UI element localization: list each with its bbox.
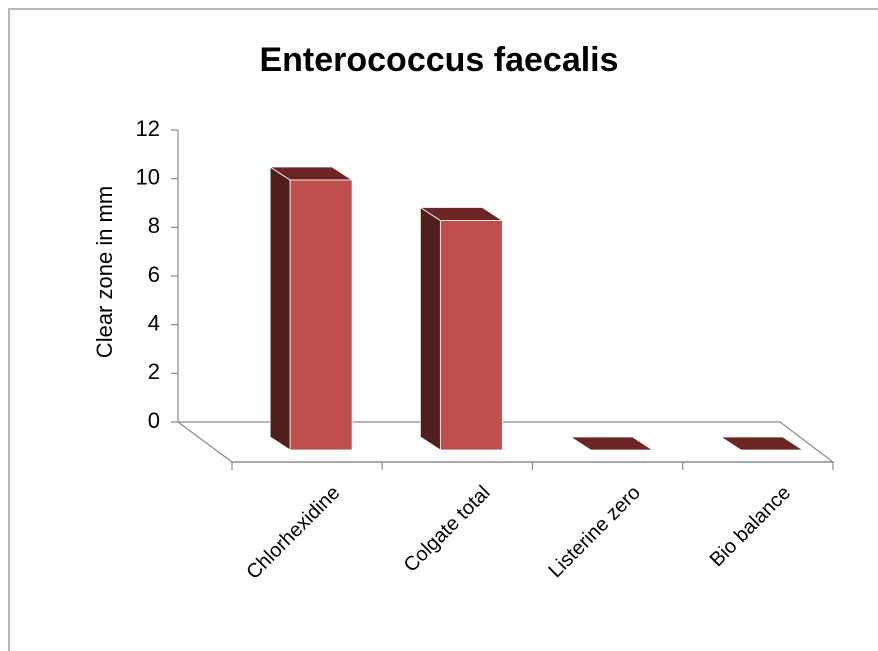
y-axis-label: Clear zone in mm bbox=[92, 186, 117, 358]
y-tick-label: 12 bbox=[136, 116, 160, 141]
bar-front bbox=[439, 220, 503, 451]
x-tick-label: Listerine zero bbox=[544, 482, 644, 582]
bar bbox=[419, 206, 504, 451]
bar-front bbox=[289, 179, 353, 451]
bar bbox=[268, 166, 354, 451]
y-tick-label: 8 bbox=[148, 213, 160, 238]
y-tick-label: 2 bbox=[148, 359, 160, 384]
bar bbox=[569, 436, 654, 451]
x-tick-label: Bio balance bbox=[706, 482, 795, 571]
bar-top bbox=[719, 436, 805, 451]
chart-title: Enterococcus faecalis bbox=[259, 41, 618, 79]
y-tick-label: 6 bbox=[148, 262, 160, 287]
bar-side bbox=[269, 166, 291, 451]
x-tick-label: Chlorhexidine bbox=[242, 482, 344, 584]
y-tick-label: 10 bbox=[136, 164, 160, 189]
y-tick-label: 4 bbox=[148, 310, 160, 335]
chart-frame bbox=[8, 8, 878, 651]
x-tick-label: Colgate total bbox=[400, 482, 495, 577]
bar-top bbox=[569, 436, 654, 451]
bar-side bbox=[419, 206, 441, 451]
bar bbox=[719, 436, 805, 451]
y-tick-label: 0 bbox=[148, 408, 160, 433]
